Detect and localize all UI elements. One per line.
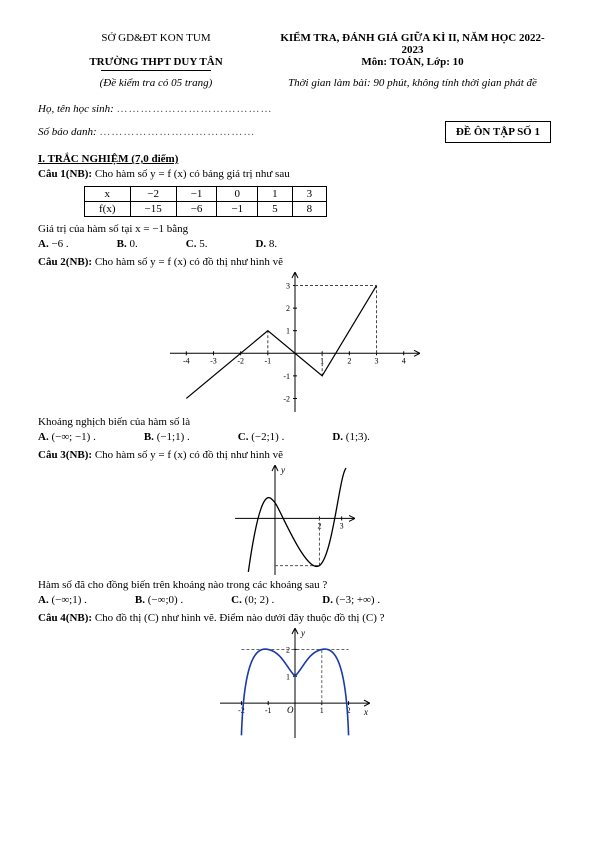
q1-stem: Câu 1(NB): Cho hàm số y = f (x) có bảng … xyxy=(38,168,551,180)
svg-text:3: 3 xyxy=(286,282,290,291)
exam-code-box: ĐỀ ÔN TẬP SỐ 1 xyxy=(445,121,551,143)
q2-after: Khoảng nghịch biến của hàm số là xyxy=(38,416,551,428)
student-name-dots: ………………………………… xyxy=(117,103,273,115)
svg-text:1: 1 xyxy=(286,327,290,336)
svg-text:2: 2 xyxy=(347,356,351,365)
svg-text:O: O xyxy=(287,705,294,715)
q1-options: A. −6 . B. 0. C. 5. D. 8. xyxy=(38,238,551,250)
q3-options: A. (−∞;1) . B. (−∞;0) . C. (0; 2) . D. (… xyxy=(38,594,551,606)
sogd-label: SỞ GD&ĐT KON TUM xyxy=(38,32,274,44)
q2-options: A. (−∞; −1) . B. (−1;1) . C. (−2;1) . D.… xyxy=(38,431,551,443)
svg-text:y: y xyxy=(280,465,285,475)
svg-text:3: 3 xyxy=(339,521,343,530)
q3-stem: Câu 3(NB): Cho hàm số y = f (x) có đồ th… xyxy=(38,449,551,461)
section-1-title: I. TRẮC NGHIỆM (7,0 điểm) xyxy=(38,153,551,165)
q1-table: x−2−1013 f(x)−15−6−158 xyxy=(84,186,327,217)
q3-chart: 23y xyxy=(235,465,355,575)
sbd-label: Số báo danh: xyxy=(38,126,97,138)
q1-after: Giá trị của hàm số tại x = −1 bằng xyxy=(38,223,551,235)
svg-text:x: x xyxy=(363,707,368,717)
svg-text:-2: -2 xyxy=(283,394,290,403)
student-name-label: Họ, tên học sinh: xyxy=(38,103,114,115)
svg-text:-1: -1 xyxy=(283,372,290,381)
svg-text:-4: -4 xyxy=(182,356,189,365)
svg-text:-1: -1 xyxy=(264,356,271,365)
duration: Thời gian làm bài: 90 phút, không tính t… xyxy=(274,77,551,89)
svg-text:2: 2 xyxy=(286,645,290,654)
exam-title: KIỂM TRA, ĐÁNH GIÁ GIỮA KÌ II, NĂM HỌC 2… xyxy=(274,32,551,56)
svg-text:4: 4 xyxy=(401,356,405,365)
q4-stem: Câu 4(NB): Cho đồ thị (C) như hình vẽ. Đ… xyxy=(38,612,551,624)
svg-text:-2: -2 xyxy=(237,356,244,365)
svg-text:1: 1 xyxy=(286,672,290,681)
svg-text:-1: -1 xyxy=(264,706,271,715)
sbd-dots: ………………………………… xyxy=(99,126,255,138)
school-name: TRƯỜNG THPT DUY TÂN xyxy=(38,56,274,68)
q4-chart: -2-11212yxO xyxy=(220,628,370,738)
svg-text:y: y xyxy=(300,628,305,638)
school-underline xyxy=(101,70,211,71)
page-count: (Đề kiểm tra có 05 trang) xyxy=(38,77,274,89)
q2-chart: -4-3-2-11234-2-1123 xyxy=(170,272,420,412)
q3-after: Hàm số đã cho đồng biến trên khoảng nào … xyxy=(38,579,551,591)
svg-text:2: 2 xyxy=(286,304,290,313)
svg-text:1: 1 xyxy=(319,706,323,715)
q2-stem: Câu 2(NB): Cho hàm số y = f (x) có đồ th… xyxy=(38,256,551,268)
svg-text:3: 3 xyxy=(374,356,378,365)
svg-text:-3: -3 xyxy=(210,356,217,365)
subject-line: Môn: TOÁN, Lớp: 10 xyxy=(274,56,551,68)
